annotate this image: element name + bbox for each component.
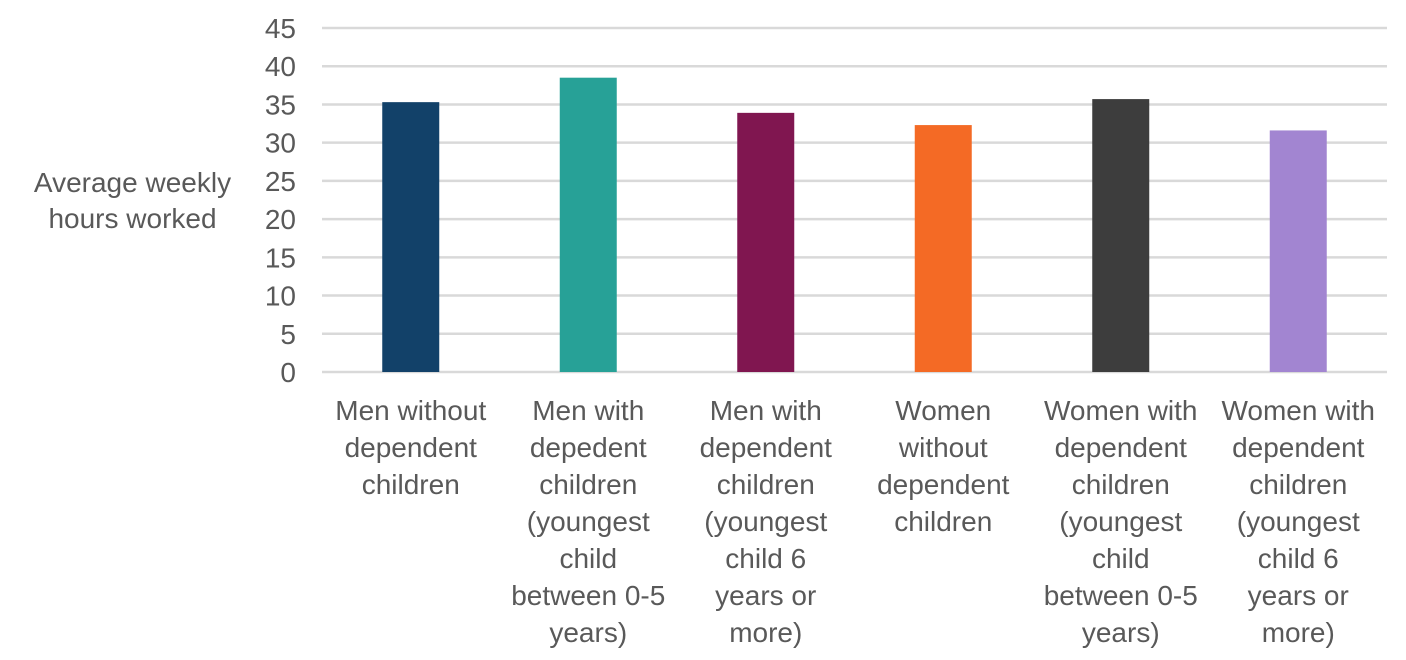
y-axis-label-line-1: Average weekly bbox=[33, 167, 232, 198]
y-axis-ticks: 0 5 10 15 20 25 30 35 40 45 bbox=[265, 13, 296, 388]
bars bbox=[382, 77, 1327, 373]
y-tick-label: 20 bbox=[265, 204, 296, 235]
bar bbox=[1269, 130, 1327, 372]
y-tick-label: 5 bbox=[280, 319, 296, 350]
y-tick-label: 10 bbox=[265, 281, 296, 312]
x-tick-label: Men with dependent children (youngest child … bbox=[700, 395, 833, 648]
y-tick-label: 25 bbox=[265, 166, 296, 197]
bar bbox=[737, 112, 795, 372]
y-tick-label: 35 bbox=[265, 89, 296, 120]
y-axis-label: Average weekly hours worked bbox=[10, 165, 255, 237]
y-tick-label: 0 bbox=[280, 357, 296, 388]
gridlines bbox=[322, 26, 1387, 374]
x-tick-label: Women without dependent children bbox=[877, 395, 1010, 537]
y-axis-label-line-2: hours worked bbox=[48, 203, 217, 234]
bar bbox=[382, 102, 440, 372]
y-tick-label: 45 bbox=[265, 13, 296, 44]
y-tick-label: 30 bbox=[265, 128, 296, 159]
x-tick-label: Women with dependent children (youngest chil… bbox=[1221, 395, 1375, 648]
x-tick-label: Women with dependent children (youngest chil… bbox=[1044, 395, 1198, 648]
y-tick-label: 40 bbox=[265, 51, 296, 82]
x-tick-label: Men without dependent children bbox=[335, 395, 486, 500]
bar bbox=[914, 125, 972, 372]
bar bbox=[559, 77, 617, 372]
x-tick-label: Men with depedent children (youngest child be… bbox=[511, 395, 665, 648]
y-tick-label: 15 bbox=[265, 242, 296, 273]
bar bbox=[1092, 99, 1150, 373]
